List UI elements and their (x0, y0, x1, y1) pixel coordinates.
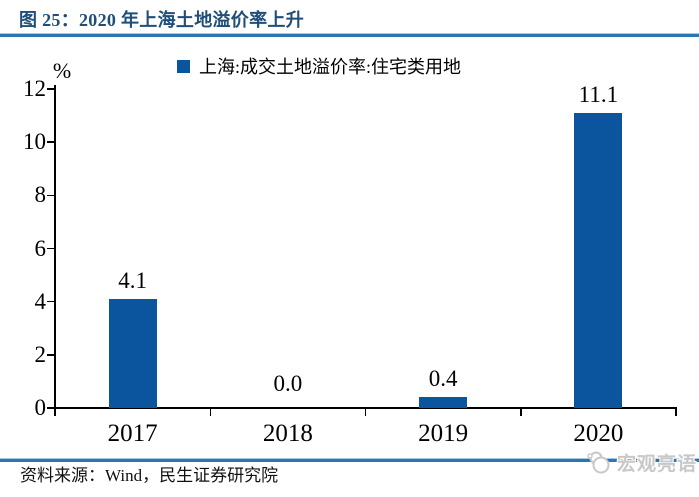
data-label: 4.1 (118, 268, 147, 293)
bar (419, 397, 468, 408)
x-axis-label: 2017 (107, 420, 158, 447)
legend: 上海:成交土地溢价率:住宅类用地 (177, 53, 461, 79)
top-rule (0, 33, 699, 37)
data-label: 0.0 (273, 371, 303, 396)
y-tick-label: 10 (23, 129, 46, 155)
source-note: 资料来源：Wind，民生证券研究院 (20, 466, 279, 485)
data-label: 11.1 (578, 81, 619, 107)
y-tick-mark (47, 141, 55, 143)
bar (108, 299, 157, 408)
y-tick-mark (47, 300, 55, 303)
data-label: 0.4 (428, 366, 458, 392)
x-tick-mark (520, 408, 522, 416)
y-tick-label: 12 (23, 76, 46, 101)
legend-label: 上海:成交土地溢价率:住宅类用地 (199, 57, 462, 77)
x-axis-label: 2018 (262, 420, 313, 447)
watermark-logo-icon (587, 451, 610, 473)
bar (574, 112, 623, 408)
watermark: 宏观亮语 (586, 449, 697, 476)
x-tick-mark (675, 408, 677, 416)
y-tick-label: 6 (34, 235, 47, 261)
legend-marker (177, 59, 190, 73)
x-tick-mark (54, 408, 56, 416)
y-tick-label: 2 (34, 341, 47, 367)
y-tick-mark (47, 354, 55, 356)
bottom-rule (0, 458, 699, 462)
y-tick-label: 4 (34, 288, 47, 314)
y-tick-mark (47, 407, 55, 409)
y-tick-label: 8 (34, 182, 47, 208)
y-axis-line (54, 85, 56, 408)
y-tick-label: 0 (34, 395, 47, 420)
watermark-text: 宏观亮语 (616, 454, 697, 475)
y-axis-unit-label: % (52, 58, 72, 83)
y-tick-mark (47, 88, 55, 90)
x-tick-mark (209, 408, 211, 416)
y-tick-mark (47, 194, 55, 197)
x-axis-label: 2020 (573, 420, 624, 447)
figure-title: 图 25：2020 年上海土地溢价率上升 (19, 10, 304, 30)
x-axis-label: 2019 (418, 420, 469, 447)
y-tick-mark (47, 247, 55, 250)
x-tick-mark (364, 408, 367, 416)
